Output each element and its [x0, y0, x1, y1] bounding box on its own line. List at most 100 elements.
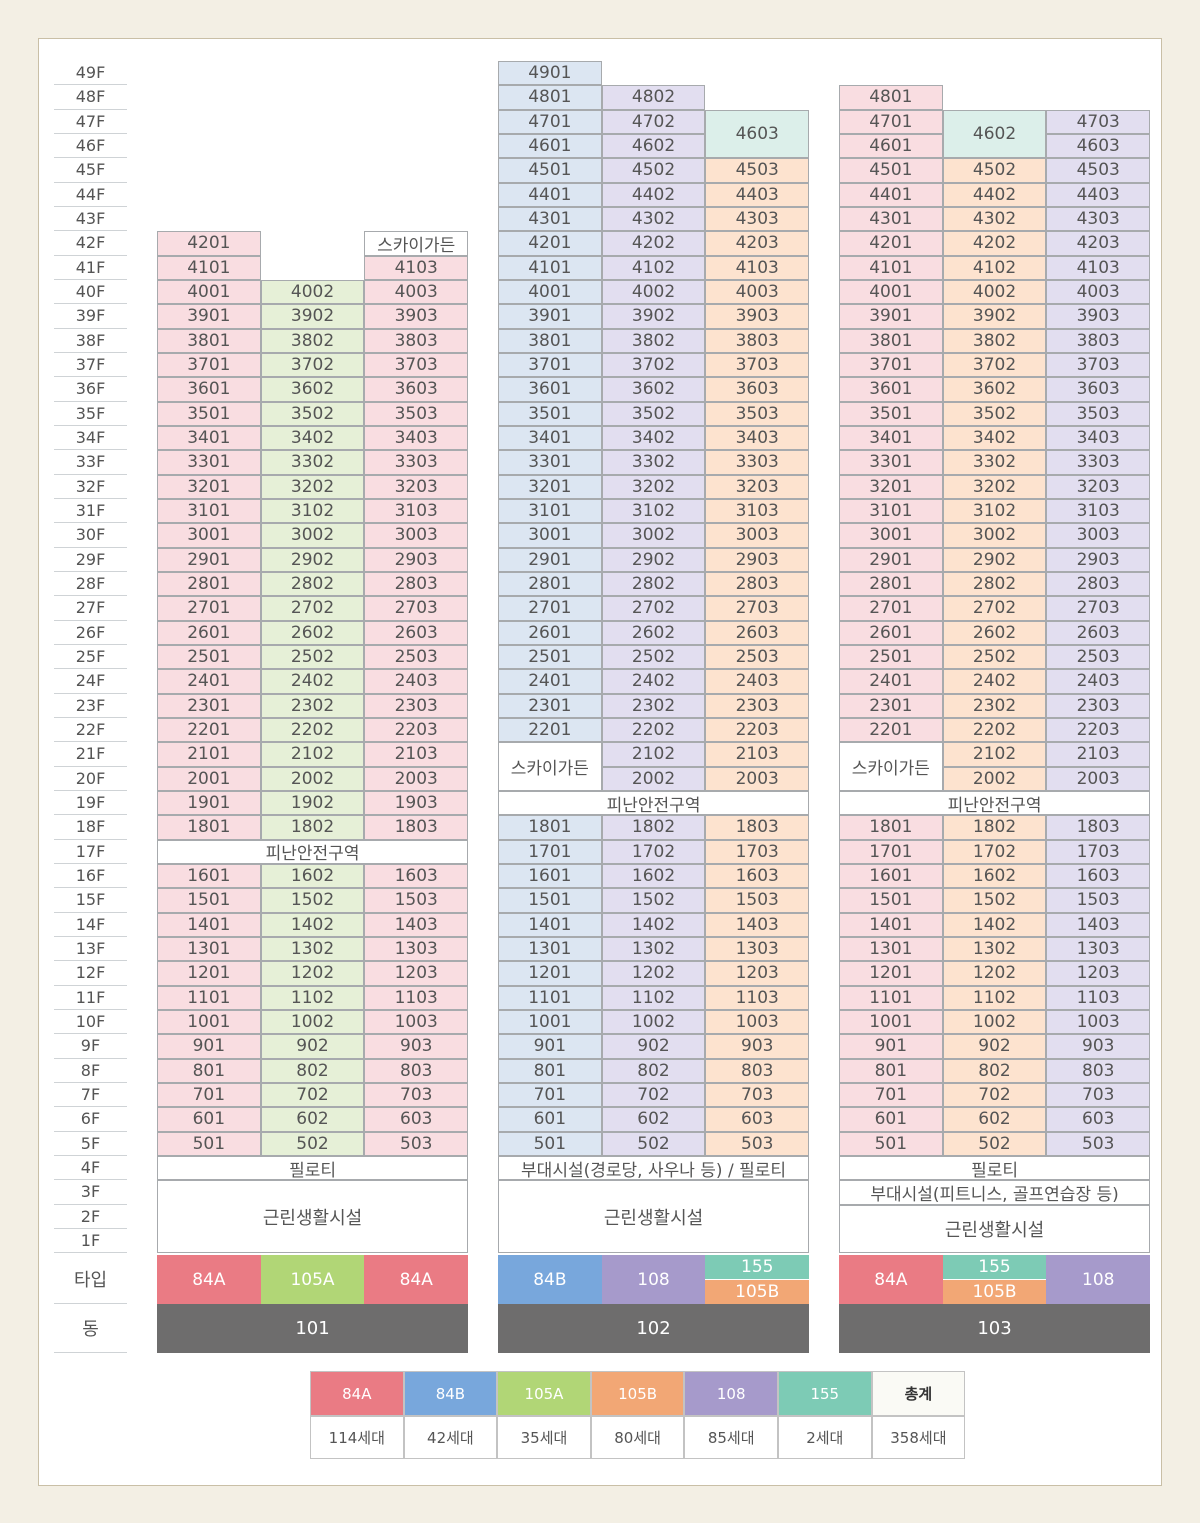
unit-cell: 1101 [498, 985, 602, 1010]
refuge-area: 피난안전구역 [157, 839, 469, 864]
unit-cell: 502 [601, 1131, 706, 1156]
floor-label: 18F [54, 815, 127, 840]
unit-cell: 3202 [260, 474, 365, 499]
unit-cell: 1402 [260, 912, 365, 937]
unit-cell: 3303 [1046, 450, 1151, 475]
stacking-plan-panel: 49F 48F 47F 46F 45F 44F 43F 42F 41F 40F 39F 38F 37F 3… [38, 38, 1162, 1486]
unit-cell: 3802 [942, 328, 1047, 353]
unit-cell: 2702 [260, 596, 365, 621]
floor-label: 4F [54, 1156, 127, 1181]
floor-label: 20F [54, 767, 127, 791]
unit-cell: 2501 [498, 644, 602, 670]
unit-cell: 902 [260, 1034, 365, 1059]
unit-cell: 1902 [260, 790, 365, 816]
unit-cell: 1602 [942, 863, 1047, 889]
unit-cell: 803 [364, 1058, 469, 1083]
unit-cell: 603 [1046, 1107, 1151, 1132]
unit-cell: 4002 [260, 279, 365, 305]
floor-label: 47F [54, 110, 127, 134]
floor-label: 17F [54, 840, 127, 864]
floor-label: 33F [54, 450, 127, 475]
unit-cell: 3803 [705, 328, 810, 353]
floor-label: 37F [54, 353, 127, 378]
unit-cell: 2001 [157, 766, 261, 791]
unit-cell: 3202 [601, 474, 706, 499]
unit-cell: 902 [601, 1034, 706, 1059]
unit-cell: 1201 [157, 961, 261, 986]
type-cell: 84B [498, 1255, 602, 1304]
unit-cell: 802 [601, 1058, 706, 1083]
unit-cell: 3101 [157, 498, 261, 524]
retail-block: 근린생활시설 [839, 1204, 1151, 1254]
unit-cell: 2202 [942, 717, 1047, 743]
legend-type-swatch: 105B [590, 1371, 685, 1416]
unit-cell: 1501 [498, 888, 602, 913]
unit-cell: 2502 [601, 644, 706, 670]
unit-cell: 1303 [705, 936, 810, 962]
unit-cell: 602 [942, 1107, 1047, 1132]
unit-cell: 1802 [260, 815, 365, 840]
legend-type-swatch: 105A [497, 1371, 591, 1416]
unit-cell: 3901 [157, 304, 261, 329]
unit-cell: 2203 [364, 717, 469, 743]
unit-cell: 4001 [839, 279, 943, 305]
unit-cell: 4202 [942, 231, 1047, 256]
unit-cell: 3502 [601, 401, 706, 426]
unit-cell: 801 [498, 1058, 602, 1083]
floor-label: 29F [54, 548, 127, 572]
legend-count: 358세대 [871, 1416, 966, 1459]
unit-cell: 3702 [260, 352, 365, 378]
floor-label: 28F [54, 572, 127, 597]
unit-cell: 2903 [364, 547, 469, 572]
unit-cell: 1203 [705, 961, 810, 986]
unit-cell: 3203 [1046, 474, 1151, 499]
unit-cell: 3502 [942, 401, 1047, 426]
unit-cell: 3402 [942, 425, 1047, 451]
unit-cell: 1001 [157, 1009, 261, 1035]
unit-cell: 1801 [157, 815, 261, 840]
unit-cell: 4602 [601, 133, 706, 159]
dong-row-label: 동 [54, 1304, 127, 1353]
unit-cell: 802 [942, 1058, 1047, 1083]
unit-cell: 1702 [942, 839, 1047, 864]
legend-total-header: 총계 [871, 1371, 966, 1416]
unit-cell: 4401 [839, 182, 943, 207]
retail-block: 근린생활시설 [157, 1180, 469, 1254]
floor-label: 34F [54, 426, 127, 451]
unit-cell: 2503 [705, 644, 810, 670]
unit-cell: 1503 [364, 888, 469, 913]
unit-cell: 1502 [601, 888, 706, 913]
unit-cell: 4802 [601, 85, 706, 110]
unit-cell: 4103 [364, 255, 469, 280]
floor-label: 30F [54, 523, 127, 548]
unit-cell: 2501 [157, 644, 261, 670]
unit-cell: 503 [364, 1131, 469, 1156]
unit-cell: 3602 [942, 377, 1047, 402]
unit-cell: 2802 [260, 571, 365, 597]
unit-cell: 2303 [1046, 693, 1151, 718]
unit-cell: 3601 [839, 377, 943, 402]
unit-cell: 701 [157, 1082, 261, 1108]
unit-cell: 4303 [1046, 206, 1151, 232]
unit-cell: 901 [839, 1034, 943, 1059]
floor-label: 10F [54, 1010, 127, 1035]
floor-label: 27F [54, 596, 127, 621]
unit-cell: 701 [498, 1082, 602, 1108]
unit-cell: 1001 [839, 1009, 943, 1035]
unit-cell: 4103 [705, 255, 810, 280]
floor-label: 15F [54, 888, 127, 913]
unit-cell: 2701 [498, 596, 602, 621]
unit-cell: 3902 [601, 304, 706, 329]
unit-cell: 903 [364, 1034, 469, 1059]
unit-cell: 3302 [260, 450, 365, 475]
unit-cell: 1601 [839, 863, 943, 889]
floor-label: 49F [54, 61, 127, 86]
unit-cell: 3003 [705, 523, 810, 548]
unit-cell: 3603 [705, 377, 810, 402]
unit-cell: 802 [260, 1058, 365, 1083]
legend-count: 80세대 [590, 1416, 685, 1459]
penthouse-unit: 4603 [705, 109, 810, 159]
unit-cell: 4201 [839, 231, 943, 256]
unit-cell: 602 [601, 1107, 706, 1132]
unit-cell: 2703 [705, 596, 810, 621]
